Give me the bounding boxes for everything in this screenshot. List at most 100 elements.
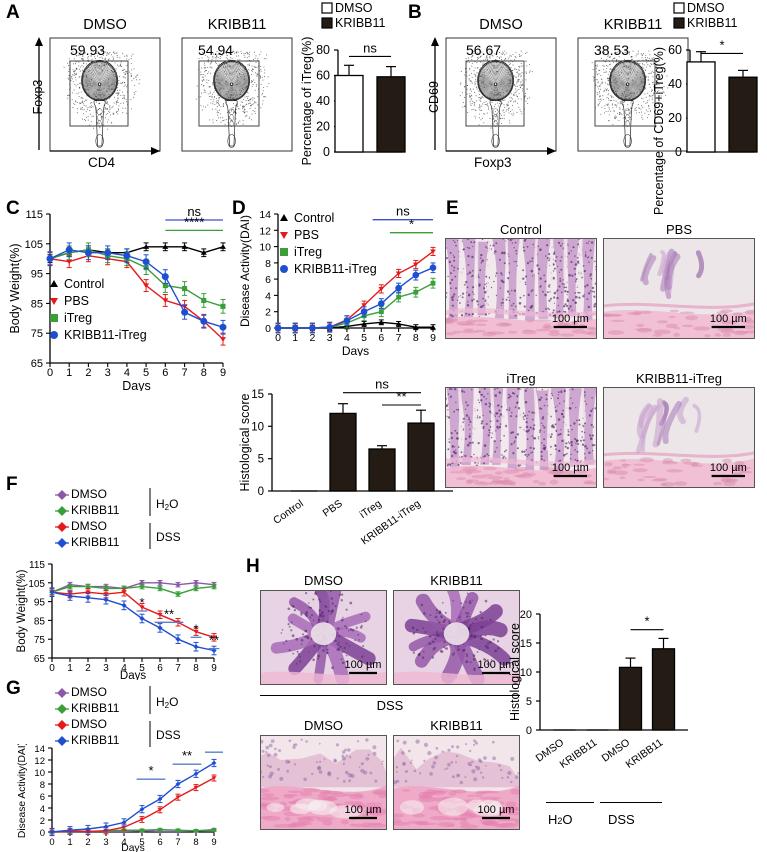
svg-text:**: ** [182, 748, 192, 763]
svg-text:0: 0 [49, 837, 54, 848]
svg-text:2: 2 [309, 332, 315, 344]
svg-text:***: *** [206, 744, 221, 751]
svg-text:100 µm: 100 µm [552, 313, 589, 325]
svg-text:KRIBB11: KRIBB11 [558, 737, 600, 771]
svg-text:0: 0 [49, 663, 55, 674]
svg-text:*: * [193, 621, 198, 636]
svg-text:Disease Activity(DAI): Disease Activity(DAI) [238, 215, 252, 327]
svg-text:20: 20 [316, 120, 330, 134]
svg-text:KRIBB11: KRIBB11 [208, 17, 267, 33]
svg-text:56.67: 56.67 [466, 42, 501, 58]
svg-text:7: 7 [175, 663, 181, 674]
svg-text:DMSO: DMSO [71, 488, 107, 501]
svg-text:115: 115 [29, 560, 45, 571]
svg-text:KRIBB11: KRIBB11 [71, 535, 120, 549]
svg-text:1: 1 [66, 367, 72, 379]
svg-text:iTreg: iTreg [358, 498, 384, 521]
svg-text:15: 15 [251, 389, 264, 401]
svg-text:9: 9 [430, 332, 436, 344]
svg-text:DMSO: DMSO [335, 2, 373, 15]
svg-text:4: 4 [265, 290, 271, 302]
svg-text:ns: ns [363, 40, 377, 55]
svg-text:54.94: 54.94 [198, 42, 233, 58]
svg-text:8: 8 [201, 367, 207, 379]
svg-text:10: 10 [251, 421, 264, 433]
svg-text:Body Weight(%): Body Weight(%) [8, 243, 22, 333]
svg-text:1: 1 [292, 332, 298, 344]
svg-text:****: **** [184, 214, 204, 229]
svg-text:Histological score: Histological score [238, 393, 252, 491]
svg-text:KRIBB11: KRIBB11 [604, 17, 663, 33]
svg-text:100 µm: 100 µm [710, 313, 747, 325]
svg-text:14: 14 [34, 744, 45, 755]
svg-text:DSS: DSS [156, 530, 181, 544]
svg-text:8: 8 [193, 663, 199, 674]
svg-text:9: 9 [211, 663, 217, 674]
svg-text:5: 5 [361, 332, 367, 344]
svg-text:12: 12 [259, 225, 271, 237]
svg-text:0: 0 [323, 145, 330, 159]
svg-text:105: 105 [25, 239, 43, 251]
svg-text:Days: Days [121, 843, 144, 852]
svg-text:DMSO: DMSO [71, 717, 107, 731]
svg-text:Foxp3: Foxp3 [474, 155, 512, 170]
svg-text:Foxp3: Foxp3 [31, 80, 45, 115]
svg-text:**: ** [164, 606, 174, 621]
svg-text:KRIBB11: KRIBB11 [71, 701, 120, 715]
svg-text:95: 95 [34, 598, 46, 609]
svg-text:CD69: CD69 [427, 81, 441, 113]
svg-text:10: 10 [34, 768, 45, 779]
svg-text:75: 75 [34, 635, 46, 646]
svg-text:3: 3 [105, 367, 111, 379]
svg-text:100 µm: 100 µm [478, 804, 515, 816]
svg-text:6: 6 [157, 663, 163, 674]
svg-text:DSS: DSS [156, 728, 181, 742]
svg-text:100 µm: 100 µm [345, 659, 382, 671]
svg-text:60: 60 [668, 43, 682, 57]
svg-text:100 µm: 100 µm [552, 462, 589, 474]
svg-text:8: 8 [40, 780, 45, 791]
svg-text:3: 3 [327, 332, 333, 344]
svg-text:3: 3 [103, 663, 109, 674]
svg-text:8: 8 [265, 258, 271, 270]
svg-text:20: 20 [668, 111, 682, 125]
svg-text:**: ** [209, 633, 219, 648]
svg-text:Control: Control [294, 212, 334, 225]
svg-text:115: 115 [25, 209, 43, 221]
svg-text:65: 65 [34, 654, 46, 665]
svg-text:Control: Control [64, 278, 104, 291]
svg-text:Body Weight(%): Body Weight(%) [16, 569, 28, 652]
svg-text:H2O: H2O [156, 497, 178, 512]
svg-text:PBS: PBS [321, 498, 345, 520]
svg-text:0: 0 [47, 367, 53, 379]
svg-text:DMSO: DMSO [71, 519, 107, 533]
svg-text:75: 75 [31, 328, 43, 340]
svg-text:2: 2 [265, 307, 271, 319]
svg-text:KRIBB11-iTreg: KRIBB11-iTreg [64, 328, 147, 342]
svg-text:CD4: CD4 [88, 155, 115, 170]
svg-text:100 µm: 100 µm [345, 804, 382, 816]
svg-text:2: 2 [85, 367, 91, 379]
svg-text:iTreg: iTreg [294, 245, 322, 259]
svg-text:KRIBB11-iTreg: KRIBB11-iTreg [294, 262, 377, 276]
svg-text:Days: Days [122, 379, 150, 391]
svg-text:85: 85 [31, 298, 43, 310]
svg-text:ns: ns [375, 377, 389, 392]
svg-text:5: 5 [143, 367, 149, 379]
svg-text:105: 105 [28, 579, 45, 590]
svg-text:Disease Activity(DAI): Disease Activity(DAI) [17, 744, 28, 838]
svg-text:8: 8 [413, 332, 419, 344]
svg-text:40: 40 [316, 94, 330, 108]
svg-text:2: 2 [40, 816, 45, 827]
svg-text:*: * [148, 763, 153, 778]
svg-text:KRIBB11: KRIBB11 [624, 737, 666, 771]
svg-text:PBS: PBS [64, 294, 89, 308]
svg-text:KRIBB11: KRIBB11 [687, 16, 738, 30]
svg-text:4: 4 [40, 804, 45, 815]
svg-text:Percentage of iTreg(%): Percentage of iTreg(%) [300, 37, 314, 166]
svg-text:6: 6 [162, 367, 168, 379]
svg-text:0: 0 [265, 323, 271, 335]
svg-text:2: 2 [85, 663, 91, 674]
svg-text:4: 4 [124, 367, 130, 379]
svg-text:7: 7 [396, 332, 402, 344]
